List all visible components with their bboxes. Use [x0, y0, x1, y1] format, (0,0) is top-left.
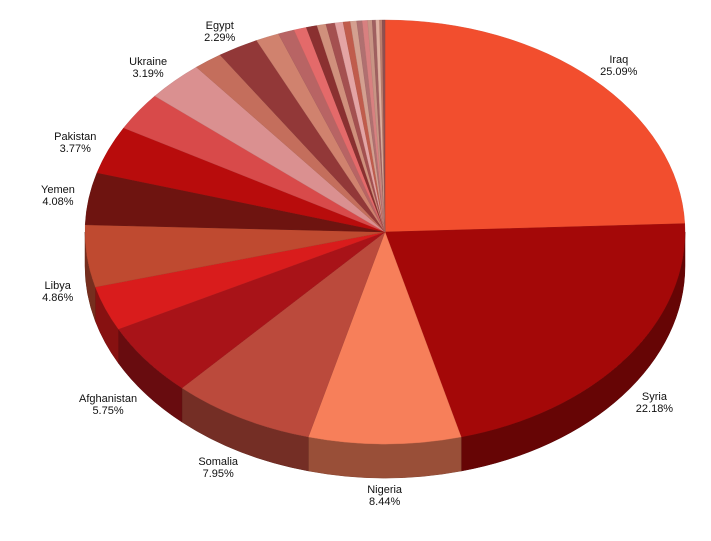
slice-label-name: Syria	[641, 390, 667, 403]
slice-label-name: Egypt	[205, 19, 234, 32]
slice-label-value: 5.75%	[92, 405, 124, 418]
slice-label-value: 3.19%	[132, 68, 164, 81]
pie-sides	[84, 231, 686, 479]
slice-label-value: 2.29%	[204, 31, 236, 44]
slice-label-value: 3.77%	[59, 142, 91, 155]
pie-slice-iraq	[384, 19, 685, 233]
slice-label-iraq: Iraq 25.09%	[600, 54, 637, 78]
slice-label-pakistan: Pakistan 3.77%	[54, 131, 96, 155]
slice-label-name: Somalia	[198, 455, 239, 468]
slice-label-value: 7.95%	[202, 467, 234, 480]
slice-label-name: Afghanistan	[78, 393, 138, 406]
slice-label-name: Iraq	[609, 54, 629, 67]
slice-label-name: Libya	[44, 280, 71, 293]
slice-label-afghanistan: Afghanistan 5.75%	[79, 393, 137, 417]
slice-label-value: 22.18%	[635, 402, 674, 415]
pie-slice-nigeria	[308, 231, 462, 445]
slice-label-syria: Syria 22.18%	[636, 391, 673, 415]
pie-slice-minor-28	[382, 19, 386, 233]
slice-label-name: Yemen	[41, 183, 75, 196]
slice-label-value: 4.86%	[42, 292, 74, 305]
slice-label-yemen: Yemen 4.08%	[41, 184, 75, 208]
slice-label-value: 25.09%	[600, 66, 638, 79]
slice-label-value: 8.44%	[369, 495, 401, 508]
slice-label-egypt: Egypt 2.29%	[204, 20, 235, 44]
pie-slice-somalia	[181, 231, 386, 438]
slice-label-ukraine: Ukraine 3.19%	[129, 56, 167, 80]
slice-label-somalia: Somalia 7.95%	[198, 456, 238, 480]
slice-label-name: Nigeria	[367, 483, 403, 496]
slice-label-value: 4.08%	[42, 195, 74, 208]
pie-slice-syria	[384, 223, 686, 438]
slice-label-libya: Libya 4.86%	[42, 280, 73, 304]
slice-label-name: Ukraine	[129, 56, 168, 69]
slice-label-name: Pakistan	[54, 130, 97, 143]
slice-label-nigeria: Nigeria 8.44%	[367, 484, 402, 508]
pie-slices	[84, 19, 686, 445]
